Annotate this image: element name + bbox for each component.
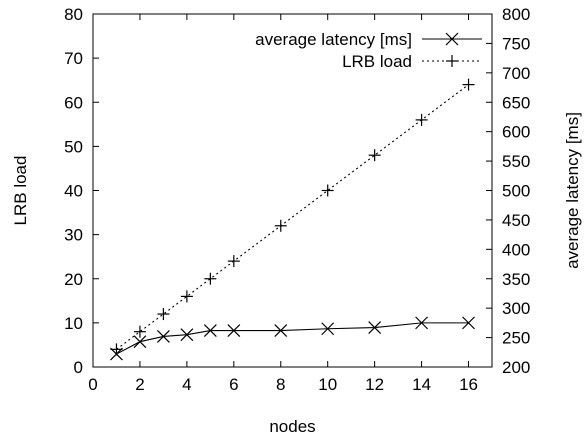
x-tick-label: 0	[88, 375, 97, 394]
y-left-tick-label: 70	[64, 49, 83, 68]
data-point	[368, 321, 382, 335]
marker-stroke	[274, 324, 288, 337]
y-axis-right-title: average latency [ms]	[563, 112, 582, 269]
marker-stroke	[203, 324, 217, 337]
legend-entry: LRB load	[342, 52, 482, 71]
data-point	[204, 272, 217, 285]
y-left-tick-label: 50	[64, 137, 83, 156]
y-right-tick-label: 200	[502, 358, 530, 377]
y-right-tick-label: 300	[502, 299, 530, 318]
marker-stroke	[462, 316, 475, 330]
data-point	[321, 184, 334, 197]
marker-stroke	[321, 322, 335, 336]
y-right-tick-label: 500	[502, 182, 530, 201]
y-axis-left-title: LRB load	[11, 156, 30, 226]
y-left-tick-label: 20	[64, 270, 83, 289]
data-point	[203, 324, 217, 337]
legend-label: LRB load	[342, 52, 412, 71]
y-left-tick-label: 0	[74, 358, 83, 377]
data-point	[180, 328, 194, 342]
x-tick-label: 14	[412, 375, 431, 394]
x-tick-label: 8	[276, 375, 285, 394]
axes-group: 0 2 4 6 8 10 12 14 16 0 10 20 30 40 50 60 70 80 200 250 300 3…	[64, 5, 530, 394]
data-point	[110, 343, 123, 356]
marker-stroke	[368, 321, 382, 335]
data-point	[274, 219, 287, 232]
series-lrb-load	[110, 78, 475, 356]
y-left-tick-label: 60	[64, 93, 83, 112]
legend-label: average latency [ms]	[255, 30, 412, 49]
x-axis-title: nodes	[269, 417, 315, 436]
data-point	[133, 335, 147, 349]
legend: average latency [ms] LRB load	[255, 30, 482, 71]
series-line	[116, 322, 469, 355]
data-point	[415, 316, 429, 330]
legend-entry: average latency [ms]	[255, 30, 482, 49]
y-right-tick-label: 700	[502, 64, 530, 83]
y-right-tick-label: 250	[502, 329, 530, 348]
data-point	[368, 149, 381, 162]
x-tick-label: 10	[318, 375, 337, 394]
data-point	[415, 113, 428, 126]
x-tick-label: 2	[135, 375, 144, 394]
legend-marker	[446, 55, 458, 67]
x-tick-label: 4	[182, 375, 191, 394]
data-point	[157, 308, 170, 321]
marker-stroke	[227, 324, 241, 337]
y-right-tick-label: 750	[502, 34, 530, 53]
data-point	[227, 324, 241, 337]
data-point	[462, 316, 475, 330]
marker-stroke	[133, 335, 147, 349]
marker-stroke	[180, 328, 194, 342]
data-point	[274, 324, 288, 337]
y-left-tick-label: 40	[64, 182, 83, 201]
series-group	[110, 78, 475, 361]
y-right-tick-label: 650	[502, 93, 530, 112]
y-left-tick-label: 10	[64, 314, 83, 333]
marker-stroke	[415, 316, 429, 330]
x-tick-label: 12	[365, 375, 384, 394]
marker-stroke	[445, 32, 459, 46]
data-point	[321, 322, 335, 336]
y-right-tick-label: 600	[502, 123, 530, 142]
data-point	[180, 290, 193, 303]
data-point	[156, 329, 170, 343]
y-right-tick-label: 350	[502, 270, 530, 289]
x-tick-label: 16	[459, 375, 478, 394]
y-left-tick-label: 80	[64, 5, 83, 24]
x-tick-label: 6	[229, 375, 238, 394]
marker-stroke	[156, 329, 170, 343]
data-point	[462, 78, 475, 91]
data-point	[227, 255, 240, 268]
y-right-tick-label: 450	[502, 211, 530, 230]
y-right-tick-label: 400	[502, 240, 530, 259]
plot-frame	[92, 13, 493, 368]
y-left-tick-label: 30	[64, 226, 83, 245]
data-point	[133, 325, 146, 338]
series-line	[116, 84, 469, 350]
y-right-tick-label: 800	[502, 5, 530, 24]
legend-marker	[445, 32, 459, 46]
y-right-tick-label: 550	[502, 152, 530, 171]
series-latency	[110, 316, 475, 361]
